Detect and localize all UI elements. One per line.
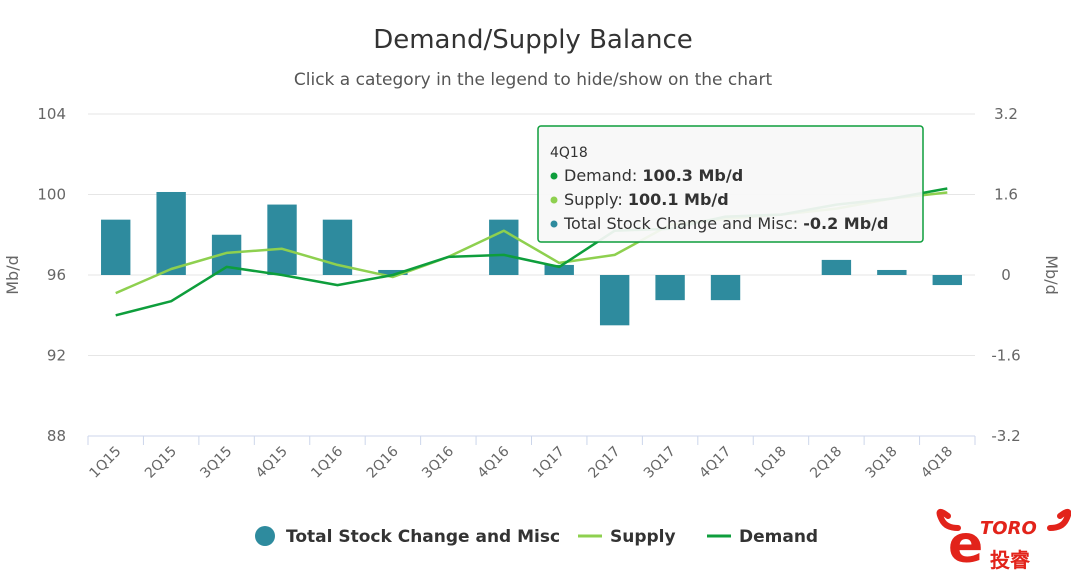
x-tick-label: 2Q15 (142, 444, 180, 482)
legend-item-supply[interactable]: Supply (578, 527, 676, 547)
stock-change-bar[interactable] (655, 275, 685, 301)
left-tick-label: 96 (47, 266, 66, 284)
etoro-logo-toro: TORO (980, 518, 1037, 539)
x-tick-label: 3Q17 (641, 444, 679, 482)
x-tick-label: 4Q17 (696, 444, 734, 482)
x-tick-label: 2Q17 (585, 444, 623, 482)
right-tick-label: -3.2 (991, 427, 1020, 445)
x-tick-label: 3Q18 (863, 444, 901, 482)
legend-item-total-stock-change-and-misc[interactable]: Total Stock Change and Misc (255, 526, 560, 547)
tooltip-box (537, 125, 924, 243)
tooltip-header: 4Q18 (550, 145, 588, 161)
stock-change-bar[interactable] (877, 269, 907, 275)
tooltip-marker (550, 220, 558, 228)
x-tick-label: 4Q15 (253, 444, 291, 482)
left-tick-label: 92 (47, 347, 66, 365)
right-axis-ticks: 3.2 1.6 0 -1.6 -3.2 (991, 105, 1020, 445)
left-tick-label: 88 (47, 427, 66, 445)
etoro-logo: e TORO 投睿 (936, 508, 1071, 575)
x-tick-label: 1Q15 (87, 444, 125, 482)
tooltip: 4Q18 Demand: 100.3 Mb/d Supply: 100.1 Mb/… (537, 125, 924, 243)
stock-change-bar[interactable] (156, 191, 186, 275)
right-axis-title: Mb/d (1042, 255, 1061, 295)
tooltip-marker (550, 172, 558, 180)
tooltip-marker (550, 196, 558, 204)
legend-label: Total Stock Change and Misc (286, 527, 560, 547)
tooltip-row: Total Stock Change and Misc: -0.2 Mb/d (563, 214, 888, 233)
etoro-logo-horn-left (936, 508, 961, 531)
x-tick-label: 3Q16 (419, 443, 457, 481)
tooltip-row: Supply: 100.1 Mb/d (564, 190, 729, 209)
x-tick-label: 1Q18 (752, 444, 790, 482)
legend[interactable]: Total Stock Change and Misc Supply Demand (255, 526, 818, 547)
right-tick-label: 3.2 (994, 105, 1018, 123)
left-tick-label: 100 (37, 186, 66, 204)
right-tick-label: -1.6 (991, 347, 1020, 365)
x-tick-label: 3Q15 (197, 444, 235, 482)
legend-marker (255, 526, 275, 546)
legend-label: Supply (610, 527, 676, 547)
x-tick-label: 4Q18 (918, 444, 956, 482)
stock-change-bar[interactable] (710, 275, 741, 301)
stock-change-bar[interactable] (544, 264, 574, 275)
x-tick-label: 4Q16 (475, 443, 513, 481)
right-tick-label: 1.6 (994, 186, 1018, 204)
x-axis: 1Q15 2Q15 3Q15 4Q15 1Q16 2Q16 3Q16 4Q16 1Q17 2Q17… (87, 435, 976, 482)
stock-change-bar[interactable] (489, 219, 519, 275)
etoro-logo-e: e (948, 515, 983, 575)
x-tick-label: 1Q16 (308, 443, 346, 481)
chart-title: Demand/Supply Balance (373, 25, 693, 55)
legend-label: Demand (739, 527, 818, 547)
tooltip-row: Demand: 100.3 Mb/d (564, 166, 743, 185)
stock-change-bar[interactable] (378, 269, 408, 275)
stock-change-bar[interactable] (267, 204, 297, 275)
stock-change-bar[interactable] (599, 275, 630, 326)
left-axis-title: Mb/d (3, 255, 22, 295)
stock-change-bar[interactable] (932, 275, 962, 286)
chart-subtitle: Click a category in the legend to hide/s… (294, 70, 773, 90)
etoro-logo-horn-right (1047, 508, 1071, 531)
legend-item-demand[interactable]: Demand (707, 527, 818, 547)
etoro-logo-chinese: 投睿 (990, 548, 1031, 572)
stock-change-bar[interactable] (101, 219, 131, 275)
x-tick-label: 2Q16 (364, 443, 402, 481)
x-tick-label: 1Q17 (530, 444, 568, 482)
right-tick-label: 0 (1001, 266, 1011, 284)
left-tick-label: 104 (37, 105, 66, 123)
stock-change-bar[interactable] (821, 259, 852, 275)
x-tick-label: 2Q18 (807, 444, 845, 482)
left-axis-ticks: 104 100 96 92 88 (37, 105, 66, 445)
